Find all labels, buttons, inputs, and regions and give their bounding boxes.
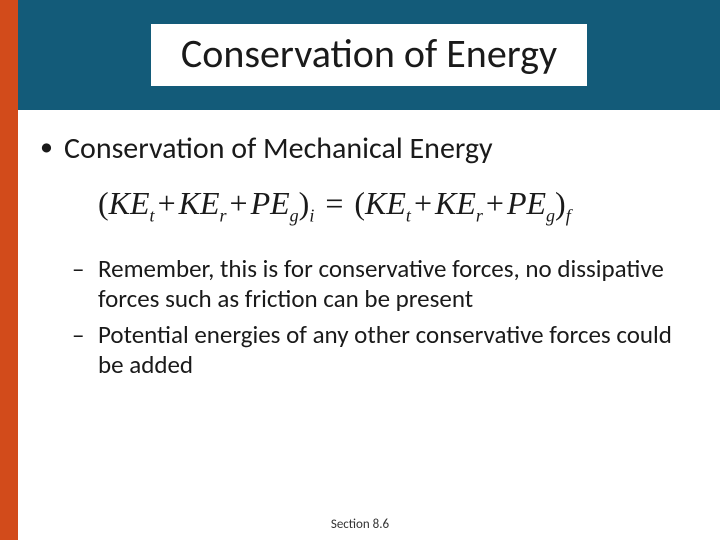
main-bullet: Conservation of Mechanical Energy [38,132,690,165]
header-bar: Conservation of Energy [18,0,720,110]
slide-title: Conservation of Energy [151,24,587,86]
content-area: Conservation of Mechanical Energy (KEt+K… [18,110,720,386]
left-accent-bar [0,0,18,540]
sub-bullet: Potential energies of any other conserva… [38,320,690,380]
sub-bullet: Remember, this is for conservative force… [38,254,690,314]
section-footer: Section 8.6 [0,517,720,532]
equation: (KEt+KEr+PEg)i = (KEt+KEr+PEg)f [98,185,690,226]
